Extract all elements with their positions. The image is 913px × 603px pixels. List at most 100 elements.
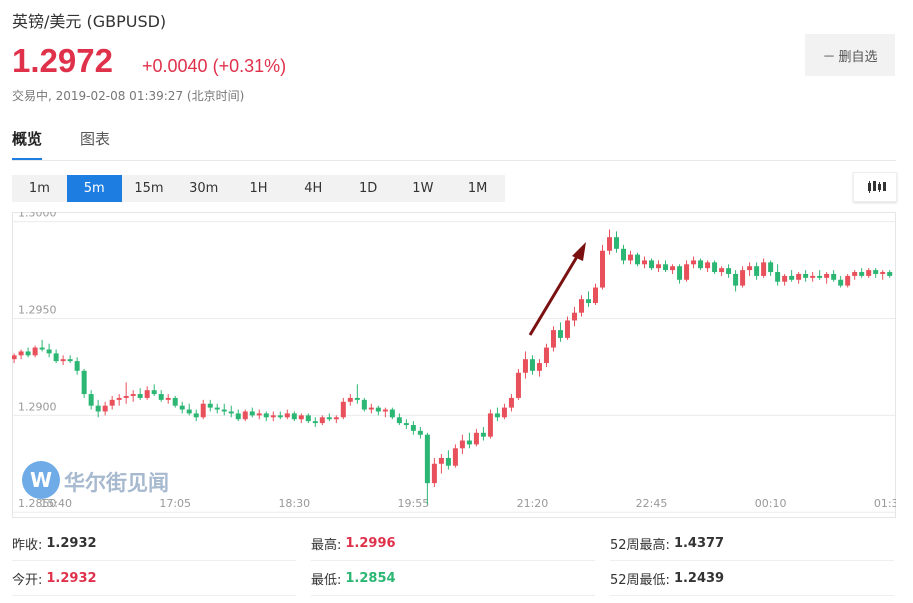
- candle-body: [761, 262, 767, 276]
- chart-type-button[interactable]: [853, 172, 897, 202]
- candle-body: [144, 390, 150, 398]
- candle-body: [473, 432, 479, 445]
- candle-body: [859, 272, 865, 276]
- watermark-text: 华尔街见闻: [64, 471, 169, 495]
- stat-label: 最高:: [311, 537, 342, 553]
- candle-body: [656, 264, 662, 269]
- candle-body: [852, 272, 858, 276]
- candle-body: [256, 413, 262, 416]
- candle-body: [649, 260, 655, 269]
- y-tick-label: 1.2900: [18, 400, 57, 413]
- candle-body: [284, 413, 290, 418]
- candle-body: [628, 254, 634, 261]
- candle-body: [740, 270, 746, 286]
- tab[interactable]: 概览: [12, 128, 43, 160]
- button-label: 删自选: [838, 49, 878, 65]
- candle-body: [564, 320, 570, 338]
- candle-body: [172, 397, 178, 406]
- candle-body: [137, 394, 143, 398]
- candle-body: [347, 397, 353, 402]
- candle-body: [25, 351, 31, 356]
- candle-body: [228, 411, 234, 414]
- candle-body: [263, 413, 269, 418]
- interval-button[interactable]: 1m: [28, 181, 50, 196]
- interval-button[interactable]: 15m: [134, 181, 164, 196]
- stat: 今开: 1.2932: [12, 561, 296, 596]
- candle-body: [81, 370, 87, 395]
- stat-value: 1.4377: [673, 535, 725, 551]
- candle-body: [305, 415, 311, 422]
- candle-body: [12, 355, 17, 360]
- candle-body: [95, 405, 101, 412]
- candle-body: [431, 463, 437, 484]
- candle-body: [698, 260, 704, 269]
- candle-body: [494, 413, 500, 418]
- candle-body: [214, 407, 220, 410]
- x-tick-label: 19:55: [398, 497, 430, 510]
- interval-button[interactable]: 5m: [66, 175, 122, 202]
- candle-body: [221, 409, 227, 412]
- candle-body: [663, 264, 669, 271]
- candle-body: [880, 272, 886, 274]
- candle-body: [592, 287, 598, 304]
- candle-body: [200, 403, 206, 418]
- candle-body: [466, 440, 472, 445]
- candle-body: [165, 397, 171, 400]
- interval-button[interactable]: 30m: [189, 181, 219, 196]
- candle-body: [242, 411, 248, 420]
- candle-body: [270, 415, 276, 418]
- candle-body: [109, 399, 115, 406]
- candle-body: [873, 270, 879, 274]
- candle-body: [607, 237, 613, 251]
- candle-body: [677, 266, 683, 280]
- interval-bar: 1m 5m 15m 30m 1H 4H 1D 1W 1M: [12, 175, 505, 202]
- candle-body: [249, 411, 255, 416]
- candle-body: [123, 395, 129, 398]
- candle-icon: [868, 181, 886, 193]
- candle-body: [382, 409, 388, 412]
- candle-body: [340, 401, 346, 418]
- stat-label: 最低:: [311, 572, 342, 588]
- stat-value: 1.2932: [46, 570, 97, 586]
- candle-body: [375, 407, 381, 412]
- candle-body: [501, 407, 507, 418]
- candle-body: [487, 413, 493, 437]
- candle-body: [684, 264, 690, 280]
- candle-body: [151, 390, 157, 395]
- candle-body: [102, 405, 108, 412]
- candle-body: [691, 260, 697, 265]
- candle-body: [515, 372, 521, 398]
- interval-button[interactable]: 4H: [304, 181, 323, 196]
- candle-body: [635, 254, 641, 265]
- watchlist-button[interactable]: －删自选: [805, 34, 895, 76]
- interval-button[interactable]: 1M: [467, 181, 488, 196]
- stat: 昨收: 1.2932: [12, 526, 296, 561]
- interval-button[interactable]: 1D: [358, 181, 378, 196]
- candle-body: [642, 260, 648, 265]
- stat: 最高: 1.2996: [311, 526, 595, 561]
- candle-body: [88, 394, 94, 406]
- interval-button[interactable]: 1W: [412, 181, 434, 196]
- candle-body: [312, 421, 318, 424]
- candle-body: [193, 413, 199, 418]
- candle-body: [578, 299, 584, 313]
- x-tick-label: 18:30: [278, 497, 310, 510]
- candle-body: [67, 359, 73, 362]
- candle-body: [319, 417, 325, 424]
- tab[interactable]: 图表: [80, 130, 111, 148]
- annotation-arrow: [528, 242, 586, 336]
- candle-body: [179, 405, 185, 410]
- candle-body: [459, 440, 465, 449]
- change-pct: (+0.31%): [212, 56, 287, 76]
- candle-body: [396, 417, 402, 424]
- interval-button[interactable]: 1H: [249, 181, 268, 196]
- candle-body: [445, 457, 451, 466]
- candle-body: [747, 266, 753, 271]
- candle-body: [557, 330, 563, 338]
- status: 交易中, 2019-02-08 01:39:27 (北京时间): [12, 89, 245, 103]
- candle-body: [116, 397, 122, 400]
- candle-body: [60, 359, 66, 362]
- candle-body: [410, 425, 416, 431]
- candle-body: [480, 432, 486, 437]
